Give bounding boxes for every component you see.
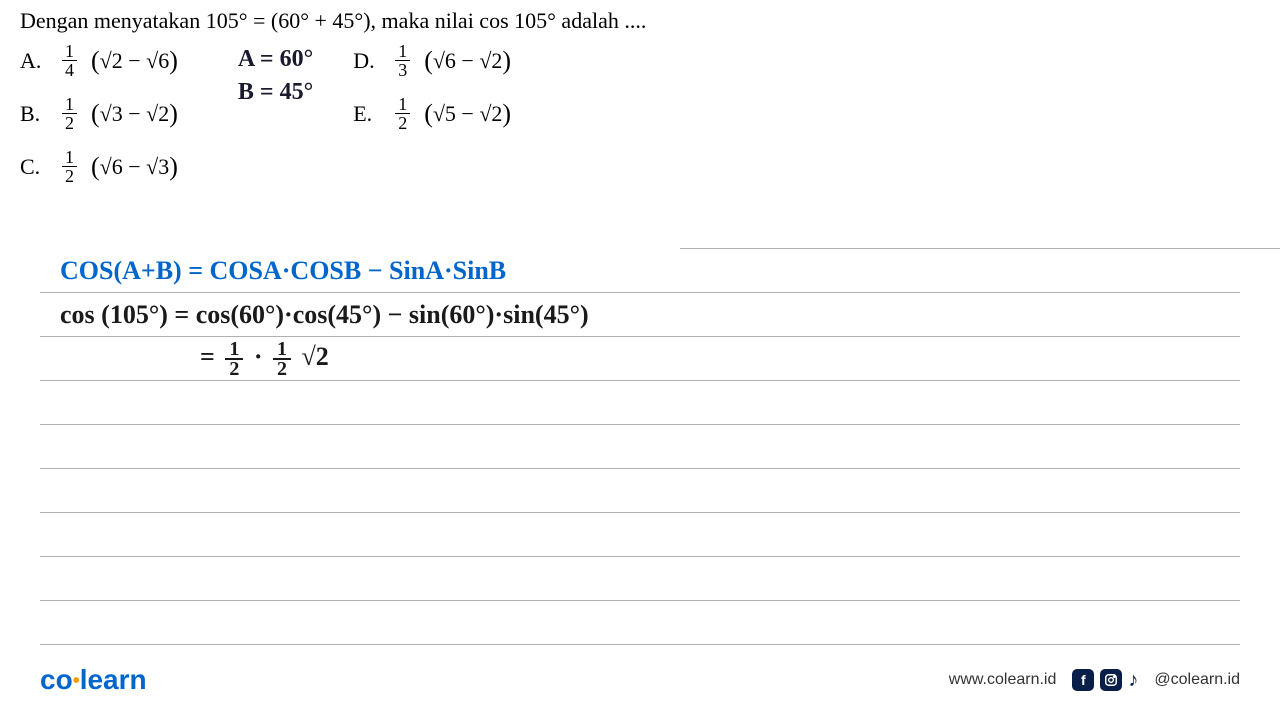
calc-fraction-1: 1 2	[225, 340, 243, 378]
formula-substitution: cos (105°) = cos(60°)·cos(45°) − sin(60°…	[60, 300, 589, 330]
option-b-fraction: 1 2	[62, 95, 77, 132]
work-area: COS(A+B) = COSA·COSB − SinA·SinB cos (10…	[0, 205, 1280, 645]
option-a-fraction: 1 4	[62, 42, 77, 79]
ruled-line-empty-1	[40, 381, 1240, 425]
logo: co•learn	[40, 664, 147, 696]
logo-text-1: co	[40, 664, 73, 695]
option-e-fraction: 1 2	[395, 95, 410, 132]
ruled-line-empty-4	[40, 513, 1240, 557]
option-b-label: B.	[20, 101, 48, 127]
ruled-line-short	[680, 205, 1280, 249]
ruled-line-empty-3	[40, 469, 1240, 513]
calc-fraction-2: 1 2	[273, 340, 291, 378]
options-left-column: A. 1 4 (√2 − √6) B. 1 2 (√3 − √2) C. 1	[20, 42, 178, 185]
formula-identity: COS(A+B) = COSA·COSB − SinA·SinB	[60, 256, 506, 286]
option-a-expr: (√2 − √6)	[91, 46, 178, 76]
ruled-line-formula: COS(A+B) = COSA·COSB − SinA·SinB	[40, 249, 1240, 293]
option-e: E. 1 2 (√5 − √2)	[353, 95, 511, 132]
logo-dot: •	[73, 670, 80, 692]
footer-url: www.colearn.id	[949, 671, 1057, 689]
ruled-line-empty-6	[40, 601, 1240, 645]
option-e-expr: (√5 − √2)	[424, 99, 511, 129]
option-a: A. 1 4 (√2 − √6)	[20, 42, 178, 79]
annotation-column: A = 60° B = 45°	[238, 46, 313, 185]
option-c-expr: (√6 − √3)	[91, 152, 178, 182]
instagram-icon	[1100, 669, 1122, 691]
option-b-expr: (√3 − √2)	[91, 99, 178, 129]
ruled-line-substitution: cos (105°) = cos(60°)·cos(45°) − sin(60°…	[40, 293, 1240, 337]
options-right-column: D. 1 3 (√6 − √2) E. 1 2 (√5 − √2)	[353, 42, 511, 185]
social-icons: f ♪	[1072, 669, 1138, 692]
option-a-label: A.	[20, 48, 48, 74]
formula-calc: = 1 2 · 1 2 √2	[200, 340, 329, 378]
question-text: Dengan menyatakan 105° = (60° + 45°), ma…	[20, 8, 1260, 34]
footer-handle: @colearn.id	[1154, 671, 1240, 689]
question-area: Dengan menyatakan 105° = (60° + 45°), ma…	[0, 0, 1280, 185]
logo-text-2: learn	[80, 664, 147, 695]
annotation-b: B = 45°	[238, 79, 313, 106]
option-d-fraction: 1 3	[395, 42, 410, 79]
facebook-icon: f	[1072, 669, 1094, 691]
tiktok-icon: ♪	[1128, 669, 1138, 692]
option-b: B. 1 2 (√3 − √2)	[20, 95, 178, 132]
footer-right: www.colearn.id f ♪ @colearn.id	[949, 669, 1240, 692]
option-c-label: C.	[20, 154, 48, 180]
option-e-label: E.	[353, 101, 381, 127]
annotation-a: A = 60°	[238, 46, 313, 73]
footer: co•learn www.colearn.id f ♪ @colearn.id	[0, 664, 1280, 696]
ruled-line-empty-5	[40, 557, 1240, 601]
option-c: C. 1 2 (√6 − √3)	[20, 148, 178, 185]
ruled-line-calc: = 1 2 · 1 2 √2	[40, 337, 1240, 381]
ruled-line-empty-2	[40, 425, 1240, 469]
option-d-expr: (√6 − √2)	[424, 46, 511, 76]
options-container: A. 1 4 (√2 − √6) B. 1 2 (√3 − √2) C. 1	[20, 42, 1260, 185]
option-d: D. 1 3 (√6 − √2)	[353, 42, 511, 79]
option-d-label: D.	[353, 48, 381, 74]
option-c-fraction: 1 2	[62, 148, 77, 185]
